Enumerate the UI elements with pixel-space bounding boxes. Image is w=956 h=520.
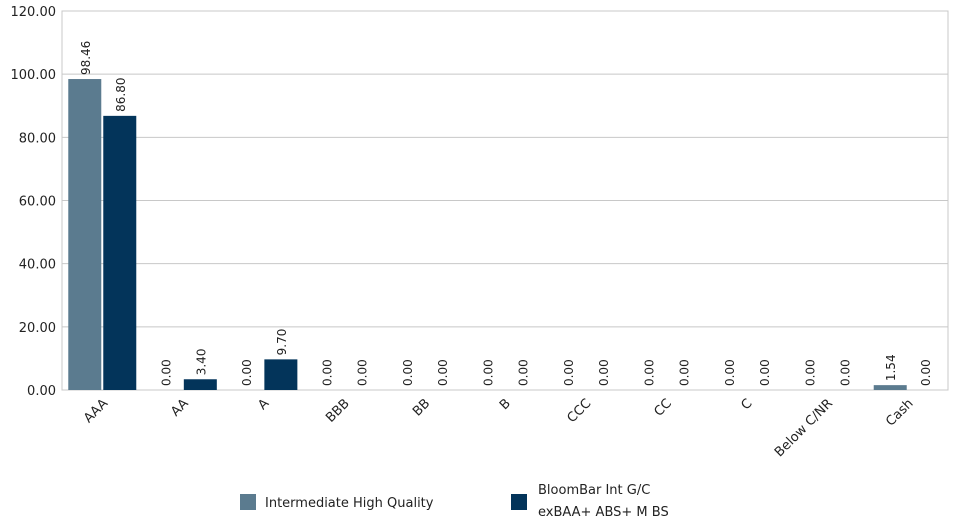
data-label: 0.00	[436, 359, 450, 386]
legend-label-bloombar-line2: exBAA+ ABS+ M BS	[538, 505, 669, 520]
data-label: 0.00	[643, 359, 657, 386]
data-label: 3.40	[194, 349, 208, 376]
data-labels: 98.46 0.00 0.00 0.00 0.00 0.00 0.00 0.00 0.00 0.0…	[79, 41, 933, 386]
bar	[68, 79, 102, 390]
bar	[183, 379, 217, 390]
grid-lines	[61, 10, 949, 391]
bar	[873, 385, 907, 390]
y-tick-label: 40.00	[19, 258, 56, 273]
data-label: 0.00	[240, 359, 254, 386]
bars	[68, 79, 907, 391]
data-label: 98.46	[79, 41, 93, 75]
y-tick-label: 100.00	[11, 68, 57, 83]
bar	[264, 359, 298, 390]
x-tick-label: CC	[651, 396, 674, 419]
x-tick-label: Cash	[883, 396, 916, 429]
y-axis-ticks: 0.00 20.00 40.00 60.00 80.00 100.00 120.00	[11, 5, 57, 399]
data-label: 0.00	[804, 359, 818, 386]
x-tick-label: AA	[168, 396, 192, 420]
data-label: 0.00	[919, 359, 933, 386]
bar	[103, 115, 137, 391]
x-tick-label: Below C/NR	[772, 396, 836, 460]
y-tick-label: 80.00	[19, 131, 56, 146]
data-label: 0.00	[839, 359, 853, 386]
data-label: 0.00	[597, 359, 611, 386]
data-label: 0.00	[401, 359, 415, 386]
legend: Intermediate High Quality BloomBar Int G…	[240, 483, 669, 520]
data-label: 0.00	[355, 359, 369, 386]
data-label: 0.00	[482, 359, 496, 386]
x-tick-label: BBB	[323, 396, 353, 426]
x-tick-label: A	[255, 396, 272, 413]
legend-swatch-intermediate-high-quality	[240, 494, 256, 510]
legend-swatch-bloombar	[511, 494, 527, 510]
x-tick-label: C	[738, 396, 755, 413]
x-tick-label: BB	[410, 396, 433, 419]
y-tick-label: 20.00	[19, 321, 56, 336]
data-label: 0.00	[320, 359, 334, 386]
data-label: 9.70	[275, 329, 289, 356]
x-tick-label: AAA	[81, 396, 111, 426]
data-label: 0.00	[723, 359, 737, 386]
legend-label-intermediate-high-quality: Intermediate High Quality	[265, 496, 434, 511]
y-tick-label: 60.00	[19, 195, 56, 210]
plot-border	[61, 10, 949, 391]
data-label: 0.00	[562, 359, 576, 386]
data-label: 0.00	[517, 359, 531, 386]
y-tick-label: 0.00	[27, 384, 56, 399]
x-axis-ticks: AAA AA A BBB BB B CCC CC C Below C/NR Cash	[81, 396, 916, 460]
data-label: 0.00	[678, 359, 692, 386]
data-label: 0.00	[159, 359, 173, 386]
x-tick-label: CCC	[565, 396, 595, 426]
data-label: 1.54	[884, 354, 898, 381]
y-tick-label: 120.00	[11, 5, 57, 20]
legend-label-bloombar-line1: BloomBar Int G/C	[538, 483, 650, 498]
data-label: 0.00	[758, 359, 772, 386]
data-label: 86.80	[114, 77, 128, 111]
x-tick-label: B	[497, 396, 514, 413]
